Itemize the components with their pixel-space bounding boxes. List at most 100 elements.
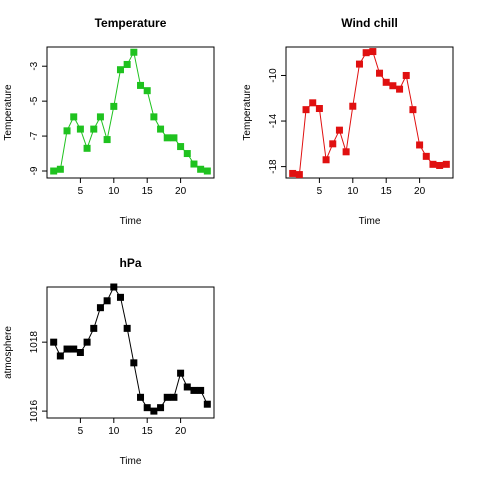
- chart-3-data-point: [203, 400, 211, 408]
- chart-3-data-point: [96, 304, 104, 312]
- chart-1-data-point: [157, 125, 165, 133]
- chart-3-data-point: [56, 352, 64, 360]
- chart-2-y-axis-label: Temperature: [242, 84, 253, 141]
- chart-2-data-point: [322, 156, 330, 164]
- chart-1-data-point: [183, 150, 191, 158]
- chart-2: Wind chill 5 10 15 20 -18 -14 -10 Time Temperatur…: [242, 16, 454, 227]
- chart-2-title: Wind chill: [341, 16, 398, 30]
- chart-3-data-point: [90, 324, 98, 332]
- chart-2-data-point: [349, 102, 357, 110]
- chart-3-data-point: [157, 404, 165, 412]
- chart-1-data-point: [110, 102, 118, 110]
- chart-1-y-axis-label: Temperature: [3, 84, 14, 141]
- chart-2-data-point: [436, 161, 444, 169]
- chart-2-data-point: [362, 49, 370, 57]
- chart-3-data-point: [163, 393, 171, 401]
- chart-2-x-tick-label: 20: [414, 186, 426, 197]
- chart-1-data-point: [163, 134, 171, 142]
- chart-3-y-axis-label: atmosphere: [3, 326, 14, 379]
- chart-2-x-tick-label: 5: [317, 186, 323, 197]
- chart-1-x-tick-label: 10: [108, 186, 120, 197]
- chart-3-data-point: [50, 338, 58, 346]
- chart-3-data-point: [183, 383, 191, 391]
- chart-2-data-point: [442, 160, 450, 168]
- chart-1-data-point: [76, 125, 84, 133]
- chart-1-data-point: [96, 113, 104, 121]
- chart-3: hPa 5 10 15 20 1016 1018 Time atmosphere: [3, 256, 215, 467]
- chart-3-data-point: [103, 297, 111, 305]
- chart-2-data-point: [429, 160, 437, 168]
- chart-1-data-point: [130, 48, 138, 56]
- chart-1-x-tick-label: 15: [142, 186, 154, 197]
- chart-1-data-point: [70, 113, 78, 121]
- chart-1-y-tick-label: -5: [29, 96, 40, 105]
- chart-2-data-point: [289, 169, 297, 177]
- chart-2-y-tick-label: -14: [268, 113, 279, 128]
- chart-1-data-point: [56, 165, 64, 173]
- chart-3-data-point: [150, 407, 158, 415]
- chart-1-x-tick-label: 20: [175, 186, 187, 197]
- chart-3-title: hPa: [119, 256, 141, 270]
- chart-2-x-tick-label: 10: [347, 186, 359, 197]
- chart-2-data-point: [376, 69, 384, 77]
- chart-2-data-point: [302, 106, 310, 114]
- chart-3-data-point: [110, 283, 118, 291]
- chart-3-data-point: [130, 359, 138, 367]
- chart-3-data-point: [76, 349, 84, 356]
- chart-1-data-point: [177, 143, 185, 151]
- chart-2-data-point: [295, 171, 303, 179]
- chart-2-data-point: [409, 106, 417, 114]
- chart-1-y-tick-label: -7: [29, 131, 40, 140]
- chart-1-data-point: [170, 134, 178, 142]
- chart-3-y-tick-label: 1018: [29, 331, 40, 354]
- chart-1-data-point: [63, 127, 71, 135]
- chart-2-data-point: [355, 60, 363, 68]
- chart-2-y-tick-label: -18: [268, 159, 279, 174]
- chart-2-data-point: [329, 140, 337, 148]
- chart-3-data-point: [116, 293, 124, 301]
- chart-1-x-axis-label: Time: [120, 216, 142, 227]
- chart-1-data-point: [123, 60, 131, 68]
- chart-2-data-point: [389, 82, 397, 90]
- chart-3-data-point: [190, 386, 198, 394]
- chart-2-data-point: [416, 141, 424, 149]
- chart-1-data-point: [137, 81, 145, 89]
- chart-2-y-tick-label: -10: [268, 68, 279, 83]
- chart-2-data-point: [342, 148, 350, 156]
- chart-3-x-axis-label: Time: [120, 456, 142, 467]
- chart-1-data-point: [143, 87, 151, 95]
- chart-1-data-point: [50, 167, 58, 175]
- chart-2-data-point: [402, 71, 410, 79]
- chart-3-data-point: [197, 386, 205, 394]
- chart-1-data-point: [90, 125, 98, 133]
- chart-1-data-point: [203, 167, 211, 175]
- chart-1: Temperature 5 10 15 20 -9 -7 -5 -3 Time Temperatur…: [3, 16, 215, 227]
- chart-1-data-point: [103, 136, 111, 144]
- chart-1-frame: [46, 46, 215, 179]
- chart-1-x-tick-label: 5: [78, 186, 84, 197]
- chart-3-data-point: [83, 338, 91, 346]
- chart-3-data-point: [137, 393, 145, 401]
- chart-3-data-point: [123, 324, 131, 332]
- chart-1-data-point: [150, 113, 158, 121]
- chart-2-data-point: [382, 78, 390, 86]
- chart-1-y-tick-label: -9: [29, 166, 40, 175]
- chart-1-data-point: [83, 144, 91, 152]
- chart-1-y-tick-label: -3: [29, 61, 40, 70]
- chart-3-y-tick-label: 1016: [29, 400, 40, 423]
- chart-3-x-tick-label: 15: [142, 426, 154, 437]
- chart-2-x-tick-label: 15: [381, 186, 393, 197]
- chart-2-data-point: [396, 85, 404, 93]
- chart-3-data-point: [177, 369, 185, 377]
- chart-2-x-axis-label: Time: [359, 216, 381, 227]
- chart-1-data-point: [190, 160, 198, 168]
- chart-3-x-tick-label: 10: [108, 426, 120, 437]
- chart-2-frame: [285, 46, 454, 179]
- chart-2-data-point: [335, 126, 343, 134]
- chart-3-x-tick-label: 20: [175, 426, 187, 437]
- chart-2-data-point: [369, 48, 377, 56]
- chart-3-data-point: [63, 345, 71, 353]
- chart-1-data-point: [197, 165, 205, 173]
- chart-3-data-point: [143, 404, 151, 412]
